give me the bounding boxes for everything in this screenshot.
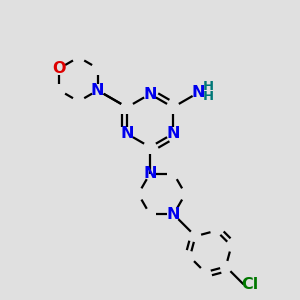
Text: N: N <box>120 126 134 141</box>
Text: N: N <box>143 87 157 102</box>
Text: N: N <box>91 83 104 98</box>
Text: N: N <box>167 207 180 222</box>
Text: H: H <box>202 80 214 93</box>
Text: N: N <box>192 85 205 100</box>
Text: Cl: Cl <box>241 277 258 292</box>
Text: H: H <box>202 90 214 103</box>
Text: N: N <box>143 166 157 181</box>
Text: O: O <box>53 61 66 76</box>
Text: N: N <box>166 126 180 141</box>
